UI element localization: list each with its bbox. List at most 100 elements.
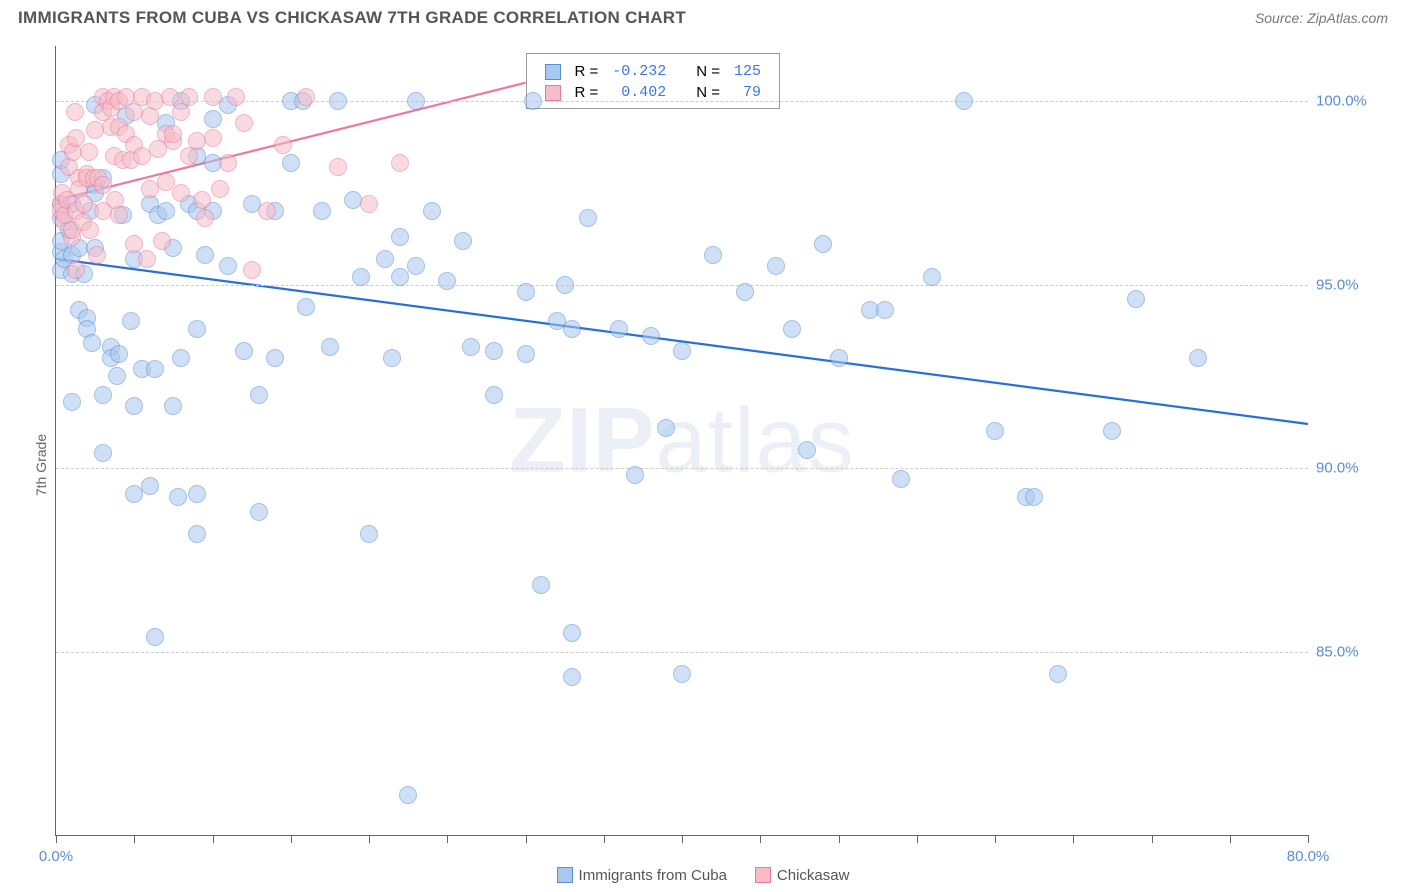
data-point (407, 257, 425, 275)
data-point (360, 195, 378, 213)
x-tick (1152, 835, 1153, 843)
data-point (454, 232, 472, 250)
data-point (1025, 488, 1043, 506)
y-tick-label: 90.0% (1316, 460, 1386, 477)
data-point (258, 202, 276, 220)
x-tick (995, 835, 996, 843)
data-point (579, 209, 597, 227)
n-value: 125 (728, 62, 767, 81)
data-point (227, 88, 245, 106)
y-tick-label: 100.0% (1316, 93, 1386, 110)
data-point (274, 136, 292, 154)
data-point (196, 209, 214, 227)
data-point (532, 576, 550, 594)
data-point (783, 320, 801, 338)
data-point (235, 114, 253, 132)
data-point (329, 158, 347, 176)
data-point (704, 246, 722, 264)
data-point (146, 360, 164, 378)
data-point (1189, 349, 1207, 367)
data-point (399, 786, 417, 804)
legend-swatch (557, 867, 573, 883)
legend-label: Chickasaw (777, 867, 850, 884)
data-point (75, 195, 93, 213)
x-tick (760, 835, 761, 843)
data-point (219, 257, 237, 275)
data-point (830, 349, 848, 367)
data-point (83, 334, 101, 352)
data-point (110, 345, 128, 363)
data-point (88, 246, 106, 264)
data-point (352, 268, 370, 286)
x-tick-label: 0.0% (39, 848, 73, 865)
data-point (642, 327, 660, 345)
data-point (360, 525, 378, 543)
x-tick (1308, 835, 1309, 843)
data-point (610, 320, 628, 338)
data-point (188, 485, 206, 503)
data-point (125, 397, 143, 415)
data-point (556, 276, 574, 294)
data-point (266, 349, 284, 367)
data-point (1127, 290, 1145, 308)
x-tick (604, 835, 605, 843)
x-tick (291, 835, 292, 843)
data-point (188, 320, 206, 338)
x-tick (447, 835, 448, 843)
data-point (94, 176, 112, 194)
legend-swatch (545, 85, 561, 101)
data-point (94, 444, 112, 462)
y-tick-label: 95.0% (1316, 276, 1386, 293)
data-point (485, 342, 503, 360)
n-value: 79 (728, 83, 767, 102)
x-tick (134, 835, 135, 843)
data-point (736, 283, 754, 301)
data-point (204, 88, 222, 106)
data-point (376, 250, 394, 268)
x-tick (213, 835, 214, 843)
x-tick (682, 835, 683, 843)
x-tick (56, 835, 57, 843)
data-point (164, 397, 182, 415)
data-point (94, 386, 112, 404)
data-point (204, 129, 222, 147)
data-point (955, 92, 973, 110)
data-point (235, 342, 253, 360)
gridline (56, 285, 1308, 286)
legend-swatch (755, 867, 771, 883)
data-point (157, 173, 175, 191)
chart-source: Source: ZipAtlas.com (1255, 10, 1388, 26)
data-point (563, 320, 581, 338)
r-value: -0.232 (606, 62, 672, 81)
data-point (876, 301, 894, 319)
data-point (169, 488, 187, 506)
data-point (63, 393, 81, 411)
data-point (250, 503, 268, 521)
data-point (563, 624, 581, 642)
legend-item: Chickasaw (755, 867, 850, 884)
x-tick (369, 835, 370, 843)
r-label: R = (569, 62, 605, 81)
data-point (122, 312, 140, 330)
data-point (423, 202, 441, 220)
data-point (219, 154, 237, 172)
data-point (767, 257, 785, 275)
data-point (172, 349, 190, 367)
data-point (67, 129, 85, 147)
data-point (626, 466, 644, 484)
data-point (657, 419, 675, 437)
y-tick-label: 85.0% (1316, 643, 1386, 660)
data-point (673, 665, 691, 683)
data-point (438, 272, 456, 290)
data-point (407, 92, 425, 110)
chart-title: IMMIGRANTS FROM CUBA VS CHICKASAW 7TH GR… (18, 8, 686, 28)
chart-area: 7th Grade ZIPatlas R =-0.232N =125R =0.4… (0, 38, 1406, 892)
data-point (485, 386, 503, 404)
data-point (673, 342, 691, 360)
data-point (164, 125, 182, 143)
data-point (282, 154, 300, 172)
data-point (1103, 422, 1121, 440)
legend-swatch (545, 64, 561, 80)
data-point (243, 261, 261, 279)
data-point (146, 628, 164, 646)
